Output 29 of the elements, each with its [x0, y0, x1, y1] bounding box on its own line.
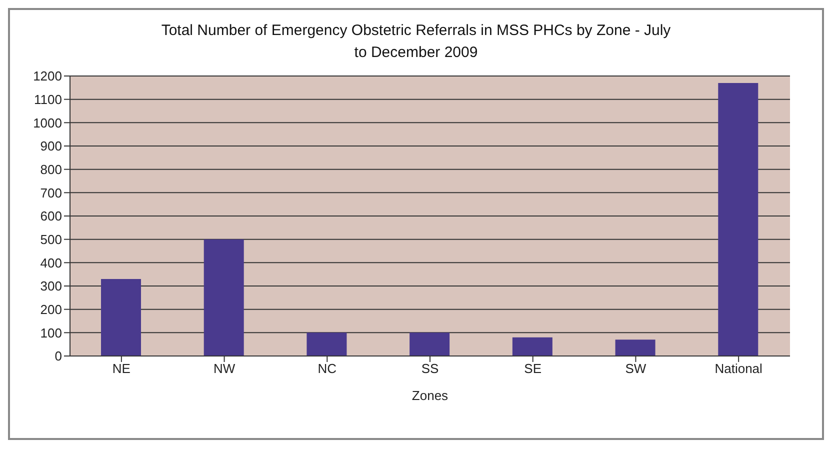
- y-tick-label: 100: [40, 325, 62, 340]
- bar: [410, 332, 450, 356]
- x-tick-label: NE: [112, 361, 131, 376]
- y-tick-label: 400: [40, 255, 62, 270]
- x-tick-label: NC: [318, 361, 337, 376]
- bar: [615, 340, 656, 356]
- bar: [718, 83, 758, 356]
- y-tick-label: 200: [40, 302, 62, 317]
- y-tick-label: 300: [40, 278, 62, 294]
- y-tick-label: 0: [54, 348, 62, 364]
- y-tick-label: 600: [40, 208, 62, 224]
- x-tick-label: SE: [524, 361, 542, 376]
- y-tick-label: 1000: [33, 115, 62, 130]
- bar: [101, 279, 141, 356]
- y-tick-label: 800: [40, 162, 62, 177]
- y-tick-label: 500: [40, 232, 62, 247]
- x-tick-label: SW: [625, 361, 647, 376]
- y-tick-label: 1200: [33, 68, 62, 84]
- x-axis-title: Zones: [412, 388, 449, 403]
- y-tick-label: 1100: [34, 92, 62, 107]
- x-tick-label: National: [714, 361, 763, 376]
- chart-title: Total Number of Emergency Obstetric Referrals in MSS PHCs by Zone - July to December 2009: [160, 21, 672, 63]
- bar: [204, 239, 244, 356]
- bar: [512, 337, 552, 356]
- bar: [306, 332, 347, 356]
- y-tick-label: 700: [40, 185, 62, 200]
- x-tick-label: NW: [213, 361, 236, 376]
- y-tick-label: 900: [40, 138, 62, 154]
- x-tick-label: SS: [421, 361, 439, 376]
